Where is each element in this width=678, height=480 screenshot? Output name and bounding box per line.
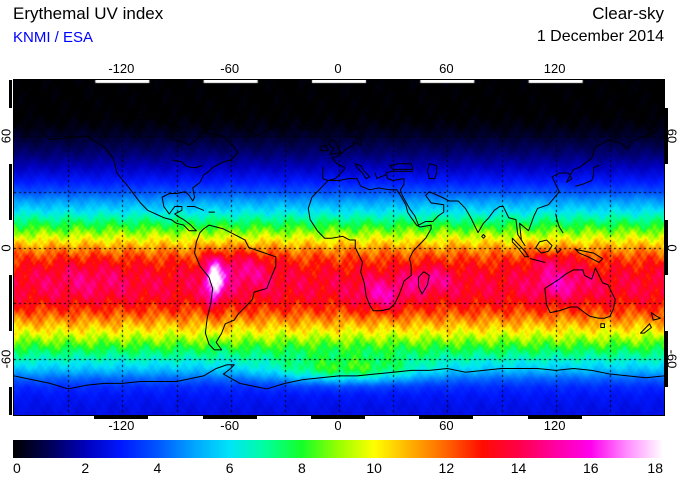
lon-tick-label-top: 0 — [334, 61, 342, 76]
lat-tick-label-left: 60 — [0, 128, 14, 144]
lon-ruler-bar — [202, 416, 257, 419]
colorbar-tick-label: 10 — [366, 460, 382, 476]
lon-tick-label-bottom: 120 — [543, 418, 566, 433]
lat-ruler-bar — [665, 219, 668, 276]
lon-ruler-bar — [311, 416, 365, 419]
lat-ruler-bar — [9, 275, 12, 332]
lon-ruler-bar — [94, 416, 149, 419]
lat-ruler-bar — [9, 163, 12, 220]
lat-ruler-bar — [9, 80, 12, 108]
colorbar-tick-label: 12 — [438, 460, 455, 476]
colorbar-tick-label: 16 — [582, 460, 599, 476]
map-panel — [13, 79, 665, 416]
lat-tick-label-left: 0 — [0, 243, 14, 252]
colorbar-tick-label: 8 — [297, 460, 306, 476]
lat-tick-label-left: -60 — [0, 349, 14, 369]
lat-ruler-bar — [665, 107, 668, 164]
colorbar-gradient — [13, 440, 663, 458]
colorbar-tick-label: 4 — [153, 460, 162, 476]
page-title: Erythemal UV index — [13, 4, 164, 23]
lat-ruler-bar — [665, 331, 668, 388]
lon-tick-label-bottom: 0 — [334, 418, 342, 433]
colorbar-tick-label: 14 — [510, 460, 527, 476]
colorbar-tick-label: 2 — [81, 460, 90, 476]
lon-tick-label-top: -60 — [220, 61, 240, 76]
lat-ruler-bar — [9, 387, 12, 415]
lon-tick-label-bottom: -60 — [220, 418, 240, 433]
colorbar-tick-label: 0 — [13, 460, 21, 476]
condition-label: Clear-sky — [592, 4, 664, 23]
uv-heatmap-canvas — [14, 80, 664, 415]
lon-ruler-bar — [527, 416, 582, 419]
colorbar-tick-label: 18 — [647, 460, 663, 476]
date-label: 1 December 2014 — [536, 28, 664, 45]
lon-tick-label-bottom: -120 — [108, 418, 135, 433]
lon-tick-label-bottom: 60 — [439, 418, 454, 433]
credit-text: KNMI / ESA — [13, 29, 94, 46]
lon-tick-label-top: 60 — [439, 61, 454, 76]
lon-ruler-bar — [419, 416, 474, 419]
colorbar-tick-label: 6 — [225, 460, 234, 476]
lon-tick-label-top: 120 — [543, 61, 566, 76]
lon-tick-label-top: -120 — [108, 61, 135, 76]
